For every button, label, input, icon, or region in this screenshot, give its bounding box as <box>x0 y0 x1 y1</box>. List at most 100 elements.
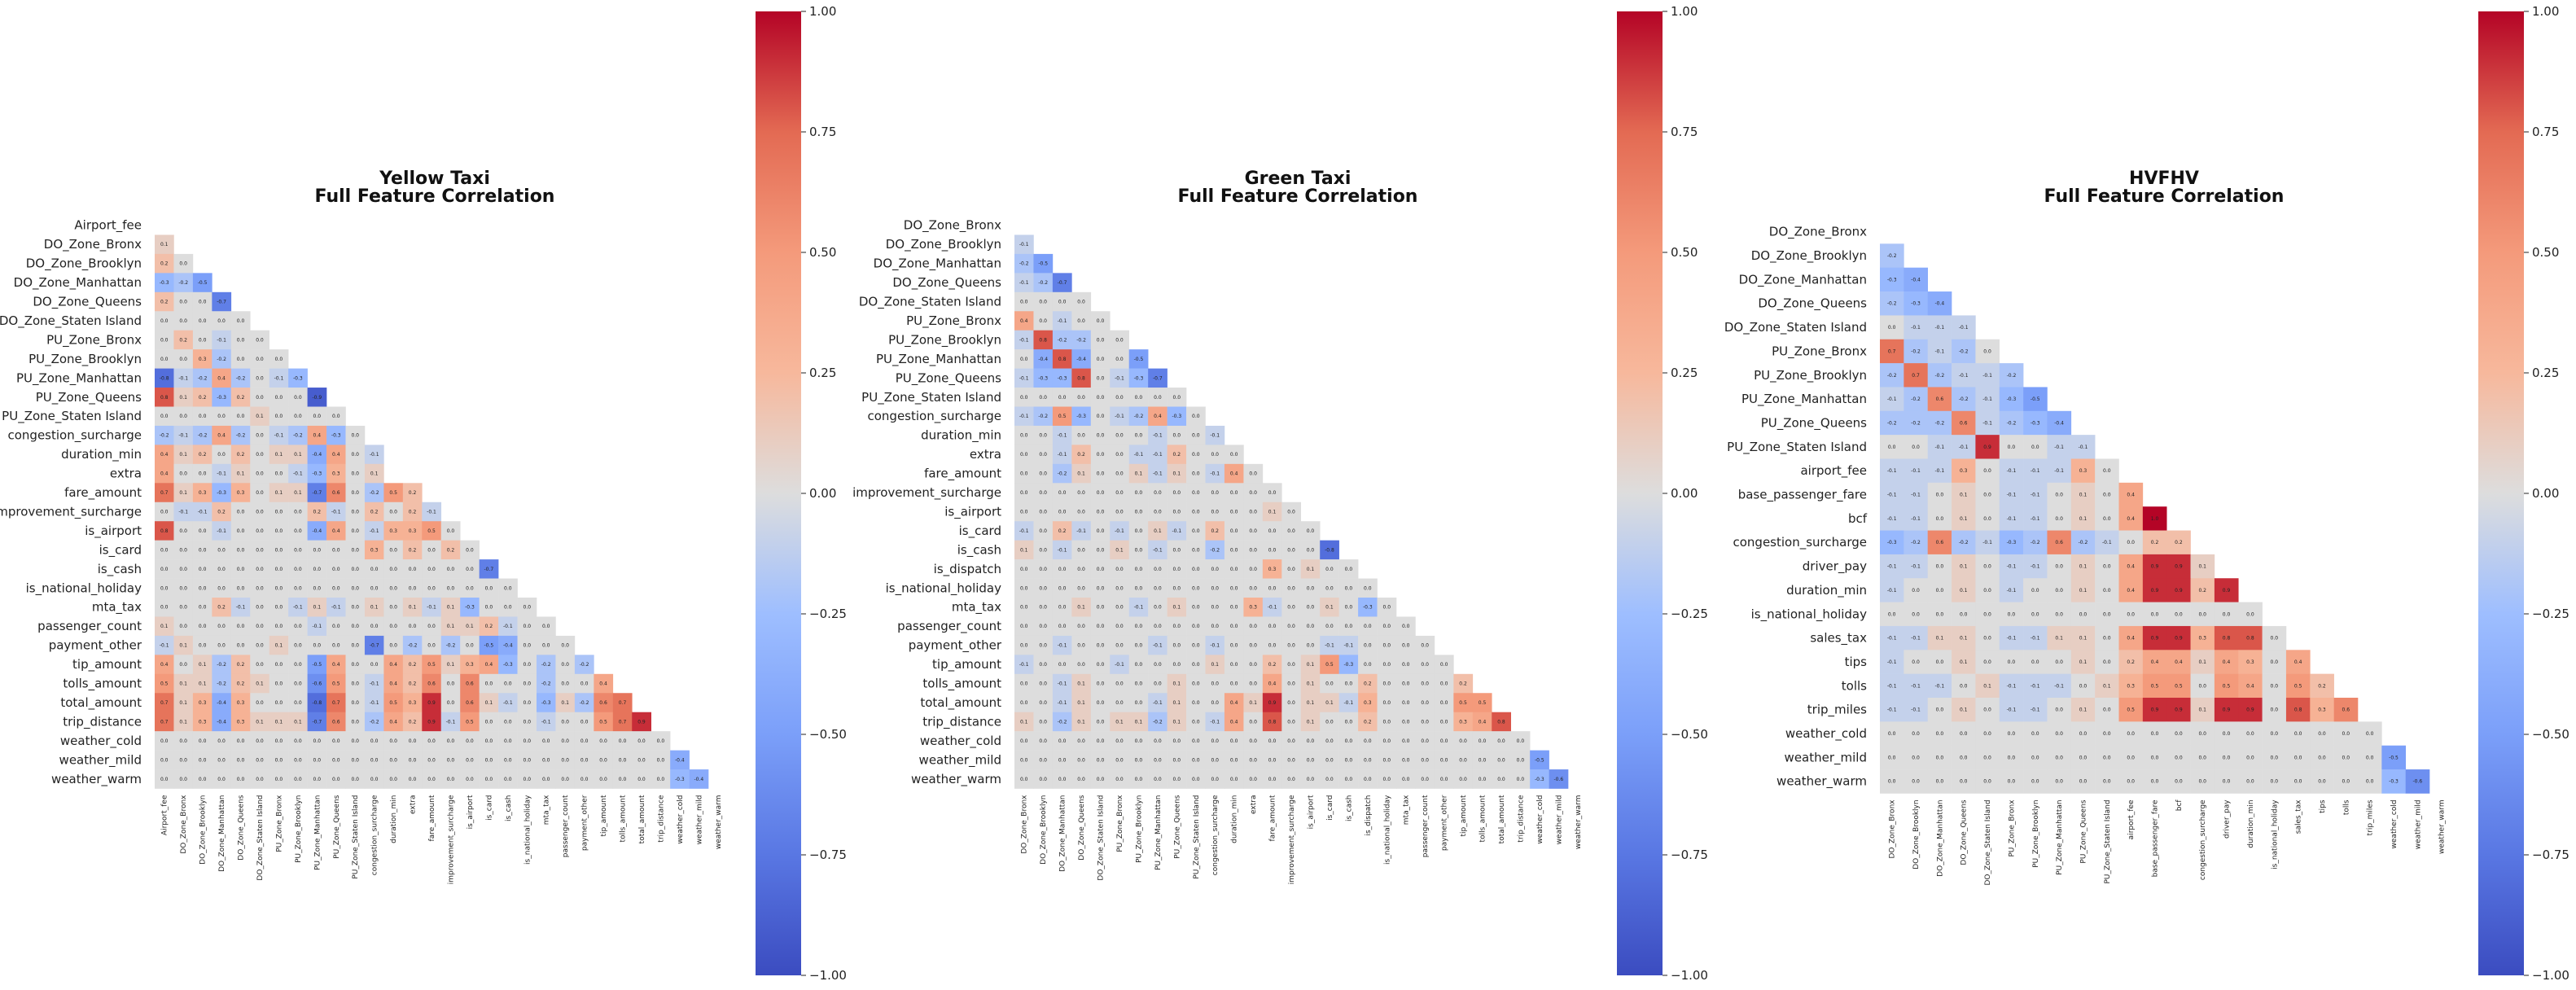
heatmap-cell <box>383 521 404 541</box>
heatmap-cell <box>2142 721 2167 746</box>
cell-value-label: 0.5 <box>427 662 436 668</box>
heatmap-cell <box>1358 750 1378 770</box>
heatmap-cell <box>422 769 442 789</box>
cell-value-label: -0.1 <box>1935 348 1945 354</box>
cell-value-label: 0.0 <box>1058 490 1067 496</box>
heatmap-cell <box>2070 506 2096 531</box>
cell-value-label: 0.0 <box>1936 659 1944 665</box>
cell-value-label: 0.0 <box>179 585 187 591</box>
cell-value-label: 0.1 <box>179 719 187 725</box>
cell-value-label: 0.2 <box>1364 681 1372 687</box>
heatmap-cell <box>307 445 327 465</box>
heatmap-cell <box>1927 387 1952 412</box>
cell-value-label: 0.0 <box>313 414 322 419</box>
cell-value-label: 0.6 <box>332 490 340 496</box>
cell-value-label: 0.0 <box>2271 731 2279 737</box>
heatmap-cell <box>2214 625 2239 651</box>
heatmap-cell <box>192 368 212 388</box>
heatmap-cell <box>1090 388 1111 407</box>
cell-value-label: 0.1 <box>199 662 207 668</box>
row-tick-label: weather_mild <box>59 752 142 768</box>
heatmap-cell <box>383 616 404 637</box>
heatmap-cell <box>460 769 480 789</box>
heatmap-cell <box>2118 745 2144 770</box>
cell-value-label: 0.0 <box>1383 605 1391 611</box>
heatmap-cell <box>1110 731 1129 751</box>
cell-value-label: 0.0 <box>351 547 359 553</box>
cell-value-label: 0.0 <box>1307 528 1315 534</box>
heatmap-cell <box>1090 635 1111 655</box>
cell-value-label: 0.0 <box>466 585 474 591</box>
row-labels: DO_Zone_BronxDO_Zone_BrooklynDO_Zone_Man… <box>1724 225 1868 790</box>
heatmap-cell <box>1224 540 1244 560</box>
row-tick-label: weather_cold <box>1785 726 1867 742</box>
heatmap-cell <box>402 540 423 560</box>
cell-value-label: -0.3 <box>312 471 322 477</box>
cell-value-label: -0.1 <box>1210 433 1220 439</box>
cell-value-label: 0.0 <box>179 261 187 267</box>
cell-value-label: 0.0 <box>1039 300 1047 305</box>
heatmap-cell <box>1904 435 1928 459</box>
heatmap-cell <box>1434 750 1454 770</box>
heatmap-cell <box>422 616 442 637</box>
cell-value-label: 0.0 <box>1192 433 1200 439</box>
cell-value-label: -0.1 <box>2007 516 2017 522</box>
heatmap-cell <box>574 673 594 694</box>
heatmap-cell <box>1167 635 1187 655</box>
cell-value-label: 0.0 <box>389 643 397 649</box>
column-tick-label: trip_distance <box>657 795 665 843</box>
cell-value-label: 0.0 <box>1039 585 1047 591</box>
cell-value-label: -0.2 <box>2007 420 2017 426</box>
cell-value-label: 0.0 <box>619 777 627 782</box>
cell-value-label: 0.0 <box>179 605 187 611</box>
heatmap-cell <box>155 598 174 617</box>
heatmap-cell <box>269 521 289 541</box>
heatmap-cell <box>2166 673 2191 699</box>
heatmap-cell <box>1014 559 1034 579</box>
cell-value-label: 0.1 <box>1960 564 1968 570</box>
heatmap-cell <box>1377 598 1397 617</box>
heatmap-cell <box>364 463 384 484</box>
cell-value-label: 0.0 <box>1211 452 1219 458</box>
cell-value-label: 0.0 <box>1173 738 1181 744</box>
heatmap-cell <box>1110 578 1129 598</box>
heatmap-cell <box>612 769 633 789</box>
cell-value-label: 0.0 <box>370 567 379 572</box>
heatmap-cell <box>288 693 308 712</box>
cell-value-label: -0.3 <box>1172 414 1181 419</box>
heatmap-cell <box>307 483 327 503</box>
heatmap-cell <box>1148 559 1168 579</box>
column-tick-label: is_cash <box>1345 795 1353 822</box>
heatmap-cell <box>498 635 518 655</box>
chart-title-line2: Full Feature Correlation <box>1178 186 1418 207</box>
cell-value-label: -0.1 <box>178 509 188 515</box>
cell-value-label: 0.0 <box>370 738 379 744</box>
heatmap-cell <box>2047 673 2072 699</box>
cell-value-label: 0.0 <box>1115 509 1124 515</box>
cell-value-label: 0.1 <box>1960 588 1968 594</box>
cell-value-label: 0.0 <box>2127 779 2135 785</box>
cell-value-label: -0.2 <box>1887 253 1897 259</box>
heatmap-cell <box>440 673 461 694</box>
column-tick-label: Airport_fee <box>161 795 169 835</box>
cell-value-label: 0.2 <box>199 452 207 458</box>
cell-value-label: 0.0 <box>1912 755 1920 760</box>
heatmap-cell <box>1530 769 1549 789</box>
heatmap-cell <box>422 731 442 751</box>
cell-value-label: 0.0 <box>1077 643 1085 649</box>
heatmap-cell <box>1167 673 1187 694</box>
heatmap-cell <box>250 731 269 751</box>
cell-value-label: 0.0 <box>389 567 397 572</box>
cell-value-label: -0.3 <box>217 490 226 496</box>
cell-value-label: 0.0 <box>561 643 569 649</box>
heatmap-cell <box>192 502 212 522</box>
heatmap-cell <box>594 750 614 770</box>
cell-value-label: 0.0 <box>275 567 283 572</box>
cell-value-label: -0.1 <box>2007 683 2017 689</box>
heatmap-cell <box>574 769 594 789</box>
heatmap-cell <box>192 388 212 407</box>
heatmap-cell <box>212 311 232 331</box>
heatmap-cell <box>2358 745 2382 770</box>
cell-value-label: 0.0 <box>1058 300 1067 305</box>
heatmap-cell <box>1071 559 1092 579</box>
